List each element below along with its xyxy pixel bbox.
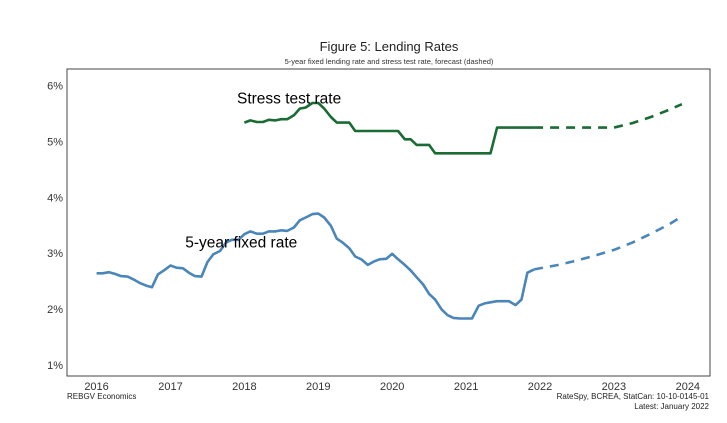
source-right-line-2: Latest: January 2022	[634, 402, 709, 411]
series-lines	[96, 101, 683, 320]
annotations: Stress test rate 5-year fixed rate	[185, 91, 341, 252]
plot-area-frame	[66, 68, 711, 377]
y-tick-label: 6%	[47, 81, 63, 93]
series-line-stress-test-rate-dashed	[534, 103, 683, 129]
series-annotation: 5-year fixed rate	[185, 235, 297, 252]
y-axis-ticks: 1% 2% 3% 4% 5% 6%	[47, 81, 63, 372]
y-tick-label: 2%	[47, 304, 63, 316]
series-line-5-year-fixed-rate-dashed	[533, 215, 683, 271]
x-tick-label: 2022	[528, 381, 552, 393]
x-tick-label: 2021	[454, 381, 478, 393]
x-tick-label: 2020	[380, 381, 404, 393]
series-line-5-year-fixed-rate-solid	[96, 212, 535, 320]
x-tick-label: 2023	[602, 381, 626, 393]
source-right-line-1: RateSpy, BCREA, StatCan: 10-10-0145-01	[557, 392, 710, 401]
x-tick-label: 2024	[676, 381, 700, 393]
x-tick-label: 2018	[232, 381, 256, 393]
x-tick-label: 2019	[306, 381, 330, 393]
y-tick-label: 4%	[47, 192, 63, 204]
y-tick-label: 1%	[47, 360, 63, 372]
y-tick-label: 5%	[47, 137, 63, 149]
x-tick-label: 2016	[84, 381, 108, 393]
source-left: REBGV Economics	[67, 392, 136, 401]
chart-subtitle: 5-year fixed lending rate and stress tes…	[285, 57, 494, 66]
y-tick-label: 3%	[47, 248, 63, 260]
chart-title: Figure 5: Lending Rates	[320, 39, 459, 54]
x-axis-ticks: 2016 2017 2018 2019 2020 2021 2022 2023 2024	[84, 381, 700, 393]
series-line-stress-test-rate-solid	[243, 101, 535, 155]
x-tick-label: 2017	[158, 381, 182, 393]
series-annotation: Stress test rate	[237, 91, 341, 108]
